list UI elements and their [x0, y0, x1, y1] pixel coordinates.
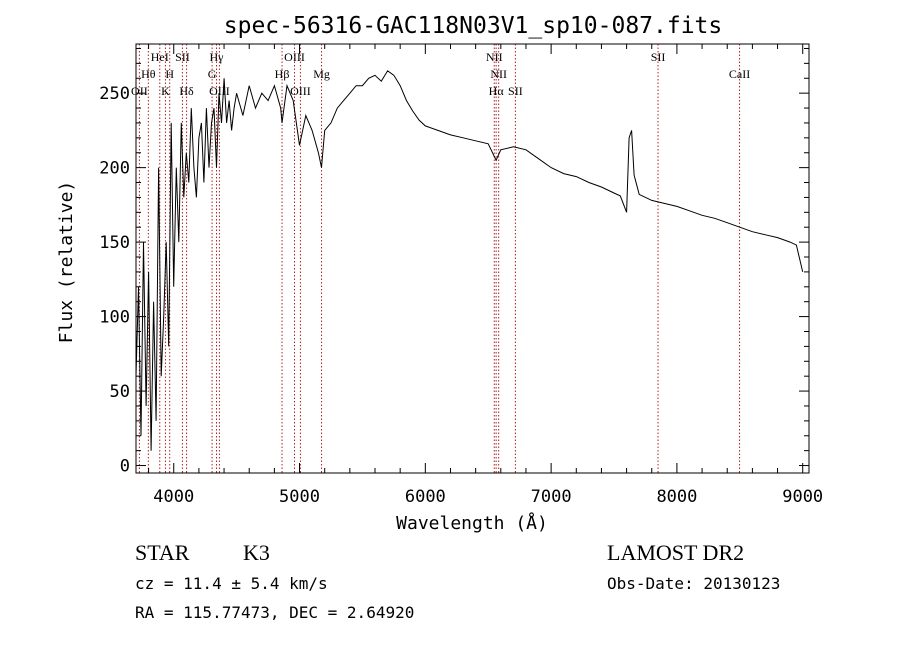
x-tick-label: 4000 [153, 487, 194, 507]
spectral-line-label: Mg [313, 67, 330, 81]
spectral-line-label: Hδ [179, 84, 194, 98]
x-tick-label: 5000 [279, 487, 320, 507]
object-subclass: K3 [243, 540, 270, 565]
y-tick-label: 0 [120, 457, 130, 477]
spectrum-series [135, 70, 804, 451]
x-axis-label: Wavelength (Å) [396, 512, 548, 534]
spectral-line-label: Hβ [275, 67, 290, 81]
x-tick-label: 8000 [656, 487, 697, 507]
spectral-line-label: Hγ [210, 50, 225, 64]
plot-axes: 4000 5000 6000 7000 8000 9000 0 50 100 150 200 250 [99, 43, 823, 507]
spectral-line-label: SII [508, 84, 523, 98]
y-tick-label: 250 [99, 84, 130, 104]
spectral-line-label: OII [131, 84, 148, 98]
y-tick-label: 200 [99, 159, 130, 179]
spectral-line-label: H [165, 67, 174, 81]
spectral-line-label: OIII [290, 84, 311, 98]
coordinates-text: RA = 115.77473, DEC = 2.64920 [135, 603, 415, 622]
chart-title: spec-56316-GAC118N03V1_sp10-087.fits [224, 13, 723, 39]
plot-frame [135, 43, 810, 474]
spectral-line-label: K [161, 84, 170, 98]
spectral-line-label: G [208, 67, 217, 81]
x-tick-label: 6000 [405, 487, 446, 507]
spectral-line-label: Hθ [141, 67, 156, 81]
y-tick-label: 100 [99, 308, 130, 328]
spectral-line-label: Hα [489, 84, 505, 98]
survey-name: LAMOST DR2 [607, 540, 745, 565]
spectral-line-label: OIII [209, 84, 230, 98]
spectral-line-label: SII [651, 50, 666, 64]
obs-date: Obs-Date: 20130123 [607, 574, 781, 593]
y-axis-label: Flux (relative) [56, 181, 77, 344]
redshift-text: cz = 11.4 ± 5.4 km/s [135, 574, 328, 593]
y-tick-label: 150 [99, 233, 130, 253]
object-class: STAR [135, 540, 190, 565]
spectrum-line [135, 70, 804, 451]
spectral-line-label: NII [490, 67, 507, 81]
y-tick-label: 50 [110, 382, 130, 402]
spectral-line-label: SII [175, 50, 190, 64]
spectral-line-label: NII [486, 50, 503, 64]
spectral-line-label: OIII [284, 50, 305, 64]
x-tick-label: 7000 [531, 487, 572, 507]
spectral-line-label: HeI [151, 50, 169, 64]
x-tick-label: 9000 [782, 487, 823, 507]
spectral-line-label: CaII [729, 67, 750, 81]
